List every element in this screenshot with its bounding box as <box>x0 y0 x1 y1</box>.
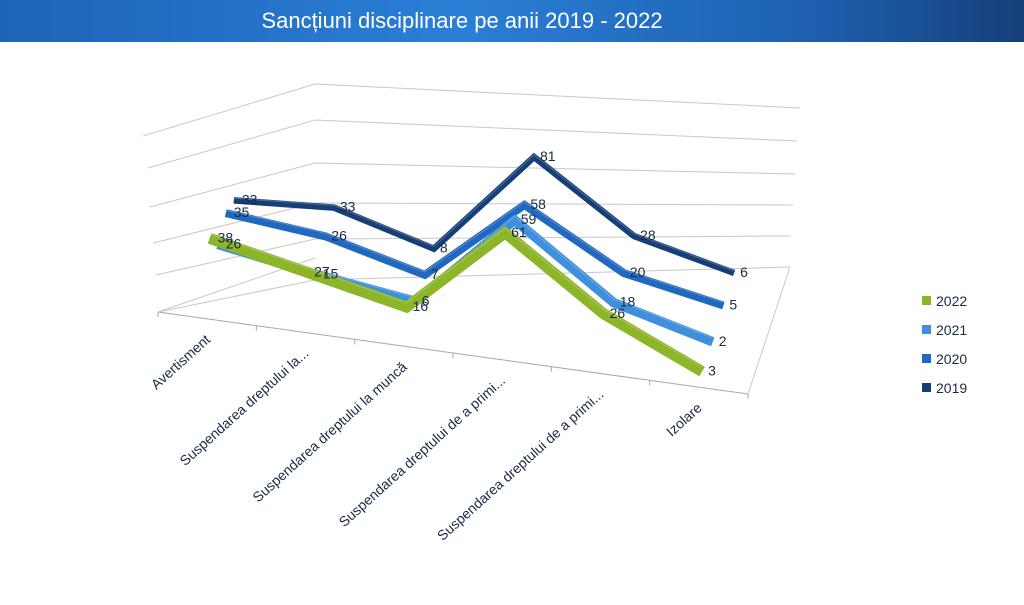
category-label: Avertisment <box>148 331 214 392</box>
data-label: 26 <box>331 227 347 243</box>
data-label: 20 <box>630 264 646 280</box>
legend-label: 2019 <box>936 379 968 396</box>
legend: 2022 2021 2020 2019 <box>922 286 1022 402</box>
data-label: 6 <box>740 264 748 280</box>
data-label: 16 <box>413 298 429 314</box>
data-label: 18 <box>620 294 636 310</box>
legend-item-2020: 2020 <box>922 344 1022 373</box>
series-highlight-2019 <box>233 154 735 272</box>
gridline <box>149 162 796 208</box>
series-line-2019 <box>233 152 736 277</box>
data-label: 5 <box>729 296 737 312</box>
data-label: 7 <box>431 266 439 282</box>
legend-label: 2021 <box>936 321 968 338</box>
data-label: 35 <box>234 204 250 220</box>
data-label: 26 <box>610 305 626 321</box>
legend-item-2022: 2022 <box>922 286 1022 315</box>
data-label: 81 <box>540 148 556 164</box>
legend-label: 2020 <box>936 350 968 367</box>
data-label: 27 <box>314 264 330 280</box>
legend-swatch <box>922 383 931 392</box>
series-line-2022 <box>207 225 705 377</box>
data-label: 38 <box>218 229 234 245</box>
data-label: 61 <box>511 224 527 240</box>
legend-label: 2022 <box>936 292 968 309</box>
chart-title: Sancțiuni disciplinare pe anii 2019 - 20… <box>261 8 663 33</box>
gridline <box>157 266 791 313</box>
data-label: 6 <box>422 292 430 308</box>
legend-item-2019: 2019 <box>922 373 1022 402</box>
data-label: 2 <box>719 333 727 349</box>
series-highlight-2022 <box>209 227 703 368</box>
legend-swatch <box>922 296 931 305</box>
title-bar: Sancțiuni disciplinare pe anii 2019 - 20… <box>0 0 1024 42</box>
data-label: 15 <box>323 266 339 282</box>
data-label: 8 <box>440 240 448 256</box>
gridline <box>147 119 798 169</box>
series-line-2020 <box>224 200 725 310</box>
data-label: 58 <box>530 196 546 212</box>
data-label: 26 <box>226 235 242 251</box>
gridline <box>142 83 801 137</box>
data-label: 33 <box>242 191 258 207</box>
legend-swatch <box>922 354 931 363</box>
floor-right-edge <box>747 266 791 395</box>
category-label: Izolare <box>663 399 705 439</box>
data-label: 3 <box>708 362 716 378</box>
series-highlight-2020 <box>225 201 724 303</box>
data-label: 28 <box>640 227 656 243</box>
legend-swatch <box>922 325 931 334</box>
line-chart-3d: 33 33 8 81 28 6 35 26 7 58 20 5 26 15 6 59 18 2 38 27 16 61 26… <box>142 83 801 544</box>
data-label: 59 <box>521 211 537 227</box>
category-label: Suspendarea dreptului la... <box>176 345 311 469</box>
data-label: 33 <box>340 199 356 215</box>
legend-item-2021: 2021 <box>922 315 1022 344</box>
